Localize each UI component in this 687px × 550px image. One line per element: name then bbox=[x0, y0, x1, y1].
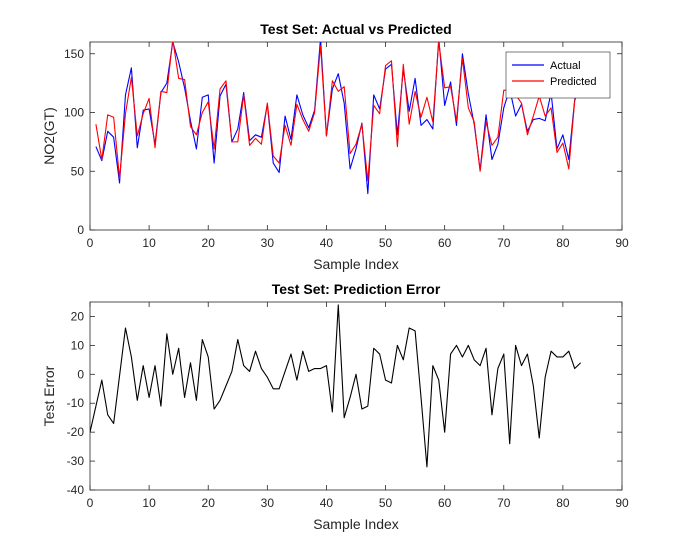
plot2-ytick-label: -30 bbox=[67, 454, 85, 468]
plot2-ytick-label: -20 bbox=[67, 425, 85, 439]
plot1-ytick-label: 0 bbox=[77, 223, 84, 237]
plot2-ytick-label: 10 bbox=[71, 338, 85, 352]
plot1-title: Test Set: Actual vs Predicted bbox=[260, 21, 451, 37]
plot1-xtick-label: 30 bbox=[261, 236, 275, 250]
plot2-xtick-label: 80 bbox=[556, 496, 570, 510]
plot2-xtick-label: 50 bbox=[379, 496, 393, 510]
legend-actual-label: Actual bbox=[550, 60, 581, 72]
plot2-series-error-line bbox=[90, 304, 582, 468]
plot2-xtick-label: 90 bbox=[615, 496, 629, 510]
plot2-axes-box bbox=[89, 301, 623, 491]
plot2-xtick-label: 30 bbox=[261, 496, 275, 510]
plot1-legend-box bbox=[505, 51, 611, 99]
plot1-xlabel: Sample Index bbox=[313, 256, 399, 272]
plot1-xtick-label: 60 bbox=[438, 236, 452, 250]
plot2-ytick-label: -10 bbox=[67, 396, 85, 410]
plot2-xtick-label: 70 bbox=[497, 496, 511, 510]
plot2-xlabel: Sample Index bbox=[313, 516, 399, 532]
plot2-xtick-label: 60 bbox=[438, 496, 452, 510]
plot2-title: Test Set: Prediction Error bbox=[272, 281, 441, 297]
plot1-ytick-label: 150 bbox=[64, 47, 84, 61]
plot1-xtick-label: 90 bbox=[615, 236, 629, 250]
plot2-xtick-label: 0 bbox=[87, 496, 94, 510]
plot2-ytick-label: 0 bbox=[77, 367, 84, 381]
legend-predicted-label: Predicted bbox=[550, 76, 596, 88]
plot1-xtick-label: 70 bbox=[497, 236, 511, 250]
plot2-xtick-label: 10 bbox=[142, 496, 156, 510]
plot1-xtick-label: 10 bbox=[142, 236, 156, 250]
plot1-ylabel: NO2(GT) bbox=[41, 107, 57, 165]
plot1-series-predicted-line bbox=[95, 42, 582, 182]
plot1-xtick-label: 0 bbox=[87, 236, 94, 250]
plot1-xtick-label: 40 bbox=[320, 236, 334, 250]
plot1-ytick-label: 100 bbox=[64, 106, 84, 120]
plot1-xtick-label: 50 bbox=[379, 236, 393, 250]
plot1-series-actual-line bbox=[95, 42, 582, 195]
plot2-xtick-label: 20 bbox=[202, 496, 216, 510]
plot1-ytick-label: 50 bbox=[71, 164, 85, 178]
plot1-xtick-label: 20 bbox=[202, 236, 216, 250]
plot2-ytick-label: 20 bbox=[71, 309, 85, 323]
plot2-ylabel: Test Error bbox=[41, 365, 57, 426]
plot2-ytick-label: -40 bbox=[67, 483, 85, 497]
plot2-xtick-label: 40 bbox=[320, 496, 334, 510]
plot1-xtick-label: 80 bbox=[556, 236, 570, 250]
